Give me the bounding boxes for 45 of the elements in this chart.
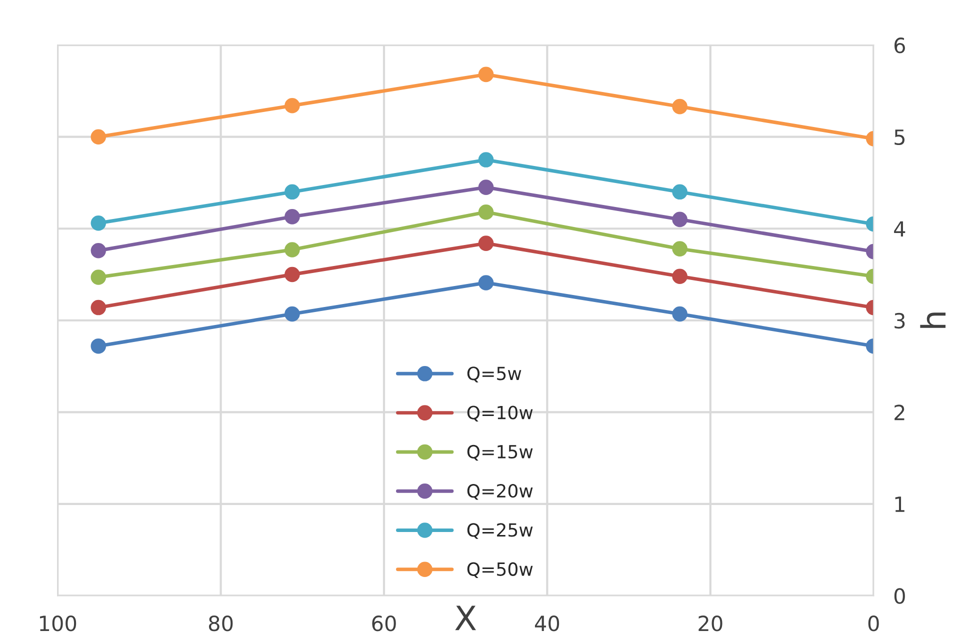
point <box>478 204 494 220</box>
point <box>90 215 106 231</box>
y-tick-label: 2 <box>894 404 904 420</box>
y-tick-label: 3 <box>894 312 905 329</box>
point <box>90 243 106 258</box>
x-tick-label: 0 <box>868 616 879 632</box>
x-tick-label: 80 <box>208 616 233 632</box>
point <box>672 184 688 200</box>
point <box>478 152 494 168</box>
point <box>478 180 494 195</box>
point <box>284 98 300 114</box>
point <box>90 129 106 144</box>
y-axis-title: h <box>920 312 946 328</box>
legend-label: Q=25w <box>467 523 533 539</box>
point <box>672 268 688 284</box>
point <box>672 306 688 322</box>
point <box>672 241 688 256</box>
point <box>284 242 300 258</box>
point <box>90 300 106 316</box>
x-axis-title: X <box>455 606 476 630</box>
y-tick-label: 0 <box>894 588 905 604</box>
legend-label: Q=20w <box>467 484 533 500</box>
point <box>478 66 494 82</box>
legend-label: Q=50w <box>467 562 533 578</box>
point <box>284 266 300 282</box>
point <box>478 236 494 251</box>
point <box>672 212 688 228</box>
point <box>284 306 300 322</box>
legend-label: Q=10w <box>467 406 533 422</box>
x-tick-label: 60 <box>372 616 396 632</box>
x-tick-label: 20 <box>698 616 722 632</box>
point <box>90 270 106 285</box>
x-tick-label: 100 <box>40 616 76 632</box>
y-tick-label: 4 <box>894 221 906 237</box>
point <box>478 275 494 290</box>
x-tick-label: 40 <box>534 616 560 632</box>
legend-label: Q=15w <box>467 444 533 461</box>
y-tick-label: 5 <box>894 130 904 146</box>
point <box>672 98 688 114</box>
point <box>90 338 106 354</box>
legend-label: Q=5w <box>467 366 522 382</box>
point <box>284 209 300 224</box>
y-tick-label: 1 <box>895 496 904 512</box>
point <box>284 184 300 200</box>
y-tick-label: 6 <box>894 38 905 54</box>
